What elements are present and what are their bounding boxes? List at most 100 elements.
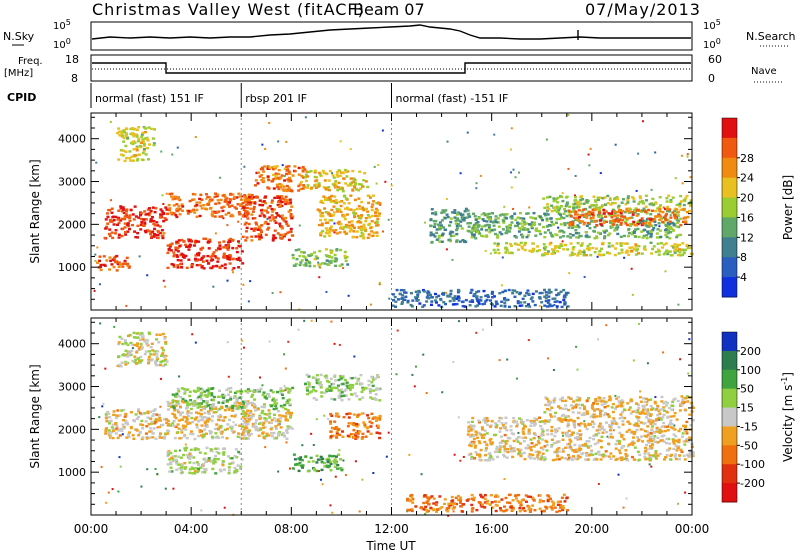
- scatter-cell: [353, 355, 356, 358]
- echo-region: [567, 207, 690, 227]
- scatter-cell: [227, 375, 230, 378]
- scatter-cell: [459, 459, 462, 462]
- colorbar-swatch: [722, 237, 737, 258]
- scatter-cell: [637, 152, 640, 155]
- x-tick-label: 20:00: [575, 522, 610, 536]
- scatter-cell: [237, 220, 240, 223]
- scatter-cell: [342, 267, 345, 270]
- scatter-cell: [503, 478, 506, 481]
- scatter-cell: [680, 154, 683, 157]
- scatter-cell: [214, 232, 217, 235]
- echo-region: [241, 408, 294, 440]
- scatter-cell: [441, 391, 444, 394]
- scatter-cell: [372, 472, 375, 475]
- scatter-cell: [156, 473, 159, 476]
- scatter-cell: [567, 113, 570, 116]
- colorbar-label: Velocity [m s-1]: [780, 372, 795, 462]
- scatter-cell: [475, 182, 478, 185]
- scatter-cell: [424, 513, 427, 516]
- y-tick-label: 1000: [58, 261, 86, 274]
- scatter-cell: [98, 416, 101, 419]
- scatter-cell: [205, 197, 208, 200]
- scatter-cell: [283, 353, 286, 356]
- scatter-cell: [331, 172, 334, 175]
- scatter-cell: [226, 224, 229, 227]
- scatter-cell: [501, 256, 504, 259]
- scatter-cell: [333, 222, 336, 225]
- scatter-cell: [378, 281, 381, 284]
- echo-region: [241, 195, 295, 242]
- scatter-cell: [395, 373, 398, 376]
- x-tick-label: 00:00: [675, 522, 710, 536]
- scatter-cell: [686, 153, 689, 156]
- scatter-cell: [512, 168, 515, 171]
- y-tick-label: 3000: [58, 381, 86, 394]
- power-panel: 1000 2000 3000 4000 Slant Range [km] 4 8 12 16 20…: [28, 112, 795, 311]
- freq-trace: [92, 62, 691, 74]
- beam-title: Beam 07: [353, 0, 425, 19]
- scatter-cell: [321, 483, 324, 486]
- colorbar-swatch: [722, 445, 737, 465]
- scatter-cell: [325, 290, 328, 293]
- scatter-cell: [510, 127, 513, 130]
- scatter-cell: [301, 444, 304, 447]
- scatter-cell: [140, 485, 143, 488]
- scatter-cell: [413, 385, 416, 388]
- scatter-cell: [264, 147, 267, 150]
- scatter-cell: [635, 189, 638, 192]
- colorbar-swatch: [722, 118, 737, 139]
- echo-region: [291, 453, 344, 473]
- scatter-cell: [261, 384, 264, 387]
- scatter-cell: [622, 506, 625, 509]
- scatter-cell: [330, 320, 333, 323]
- plot-frame: [90, 317, 693, 516]
- scatter-cell: [298, 224, 301, 227]
- scatter-cell: [625, 497, 628, 500]
- scatter-cell: [118, 456, 121, 459]
- echo-region: [303, 373, 382, 402]
- scatter-cell: [108, 436, 111, 439]
- colorbar-swatch: [722, 483, 737, 503]
- scatter-cell: [194, 341, 197, 344]
- echo-region: [406, 493, 570, 514]
- scatter-cell: [686, 155, 689, 158]
- scatter-cell: [517, 431, 520, 434]
- colorbar-tick-label: 50: [740, 383, 754, 396]
- scatter-cell: [261, 143, 264, 146]
- echo-region: [291, 248, 350, 268]
- scatter-cell: [609, 197, 612, 200]
- velocity-panel: 1000 2000 3000 4000 Slant Range [km] 200 100 50…: [28, 317, 795, 517]
- scatter-cell: [650, 188, 653, 191]
- date-title: 07/May/2013: [585, 0, 701, 19]
- scatter-cell: [212, 285, 215, 288]
- echo-region: [466, 416, 695, 462]
- scatter-cell: [623, 256, 626, 259]
- scatter-cell: [567, 167, 570, 170]
- scatter-cell: [552, 368, 555, 371]
- colorbar-swatch: [722, 388, 737, 409]
- scatter-cell: [242, 283, 245, 286]
- scatter-cell: [373, 165, 376, 168]
- scatter-cell: [231, 268, 234, 271]
- cpid-label: CPID: [7, 91, 36, 104]
- scatter-cell: [318, 266, 321, 269]
- scatter-cell: [338, 343, 341, 346]
- scatter-cell: [388, 297, 391, 300]
- nsky-trace: [91, 24, 691, 40]
- scatter-cell: [384, 180, 387, 183]
- scatter-cell: [266, 217, 269, 220]
- echo-region: [96, 254, 131, 272]
- scatter-cell: [466, 131, 469, 134]
- scatter-cell: [319, 478, 322, 481]
- scatter-cell: [171, 153, 174, 156]
- scatter-cell: [452, 510, 455, 513]
- scatter-cell: [347, 294, 350, 297]
- scatter-cell: [445, 291, 448, 294]
- nave-tick-60: 60: [708, 53, 722, 66]
- scatter-cell: [475, 331, 478, 334]
- echo-region: [303, 168, 370, 193]
- scatter-cell: [154, 467, 157, 470]
- scatter-cell: [538, 305, 541, 308]
- scatter-cell: [318, 469, 321, 472]
- scatter-cell: [96, 246, 99, 249]
